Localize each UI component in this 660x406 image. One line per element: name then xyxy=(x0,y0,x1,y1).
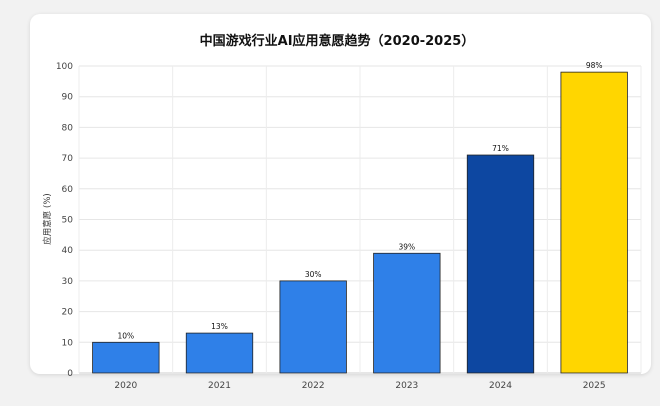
chart-title: 中国游戏行业AI应用意愿趋势（2020-2025） xyxy=(200,33,475,49)
y-tick-label: 100 xyxy=(56,62,73,72)
x-tick-label: 2020 xyxy=(114,381,137,391)
gridlines xyxy=(78,65,642,374)
data-label: 71% xyxy=(492,144,509,153)
y-tick-label: 10 xyxy=(62,338,74,348)
x-tick-label: 2022 xyxy=(302,381,325,391)
bar xyxy=(466,154,535,374)
data-label: 13% xyxy=(211,322,228,331)
bar xyxy=(185,332,254,374)
bar xyxy=(279,280,347,374)
data-label: 30% xyxy=(305,270,322,279)
data-label: 39% xyxy=(398,242,415,251)
y-tick-label: 60 xyxy=(62,185,74,195)
bar xyxy=(560,71,628,374)
y-axis-label: 应用意愿 (%) xyxy=(42,193,53,244)
y-tick-label: 20 xyxy=(62,308,74,318)
data-label: 10% xyxy=(117,331,134,340)
y-tick-label: 80 xyxy=(62,123,74,133)
bar xyxy=(92,341,160,374)
y-tick-label: 70 xyxy=(62,154,74,164)
y-tick-label: 30 xyxy=(62,277,74,287)
y-tick-label: 0 xyxy=(67,369,73,379)
axes: 0 10 20 30 40 50 60 70 80 90 100 2020 2021 2022 2023 20… xyxy=(56,62,606,391)
x-tick-label: 2024 xyxy=(489,381,512,391)
y-tick-label: 50 xyxy=(62,216,74,226)
y-tick-label: 40 xyxy=(62,246,74,256)
bars: 10% 13% 30% 39% 71% 98% xyxy=(92,61,628,374)
x-tick-label: 2023 xyxy=(395,381,418,391)
y-tick-label: 90 xyxy=(62,93,74,103)
bar xyxy=(373,252,441,374)
x-tick-label: 2021 xyxy=(208,381,231,391)
x-tick-label: 2025 xyxy=(583,381,606,391)
data-label: 98% xyxy=(586,61,603,70)
